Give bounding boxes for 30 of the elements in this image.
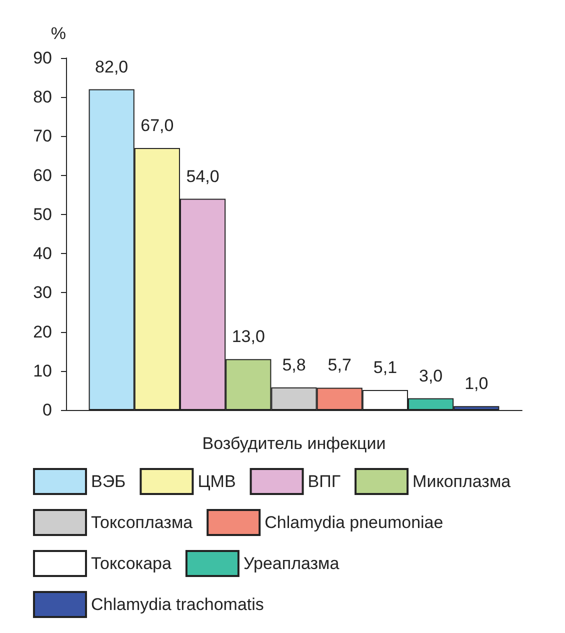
legend-label: Микоплазма xyxy=(412,472,512,491)
y-tick-label: 50 xyxy=(33,204,52,224)
data-label: 82,0 xyxy=(95,57,128,76)
legend-label: Chlamydia pneumoniae xyxy=(264,513,444,532)
data-label: 54,0 xyxy=(186,166,220,186)
legend-label: ЦМВ xyxy=(198,472,236,491)
legend-label: ВЭБ xyxy=(91,472,126,491)
legend-label: ВПГ xyxy=(308,472,341,491)
data-label: 67,0 xyxy=(140,116,174,135)
legend-label: Токсокара xyxy=(91,554,172,573)
y-axis-title: % xyxy=(50,24,66,43)
data-label: 13,0 xyxy=(232,327,265,346)
y-tick-label: 0 xyxy=(42,400,52,420)
x-axis-title: Возбудитель инфекции xyxy=(202,434,386,453)
y-tick-label: 20 xyxy=(33,322,52,342)
y-tick-label: 80 xyxy=(33,88,52,107)
data-label: 1,0 xyxy=(464,374,488,394)
legend-label: Токсоплазма xyxy=(91,513,194,532)
y-tick-label: 40 xyxy=(33,244,52,264)
data-label: 5,7 xyxy=(328,356,352,375)
data-label: 3,0 xyxy=(418,366,443,386)
data-label: 5,8 xyxy=(282,355,306,374)
y-tick-label: 10 xyxy=(33,361,52,380)
data-label: 5,1 xyxy=(373,358,398,378)
y-tick-label: 70 xyxy=(33,126,52,146)
legend-label: Chlamydia trachomatis xyxy=(91,595,264,614)
y-tick-label: 90 xyxy=(33,48,52,68)
legend-label: Уреаплазма xyxy=(243,554,340,573)
y-tick-label: 60 xyxy=(33,166,52,185)
y-tick-label: 30 xyxy=(33,283,52,302)
